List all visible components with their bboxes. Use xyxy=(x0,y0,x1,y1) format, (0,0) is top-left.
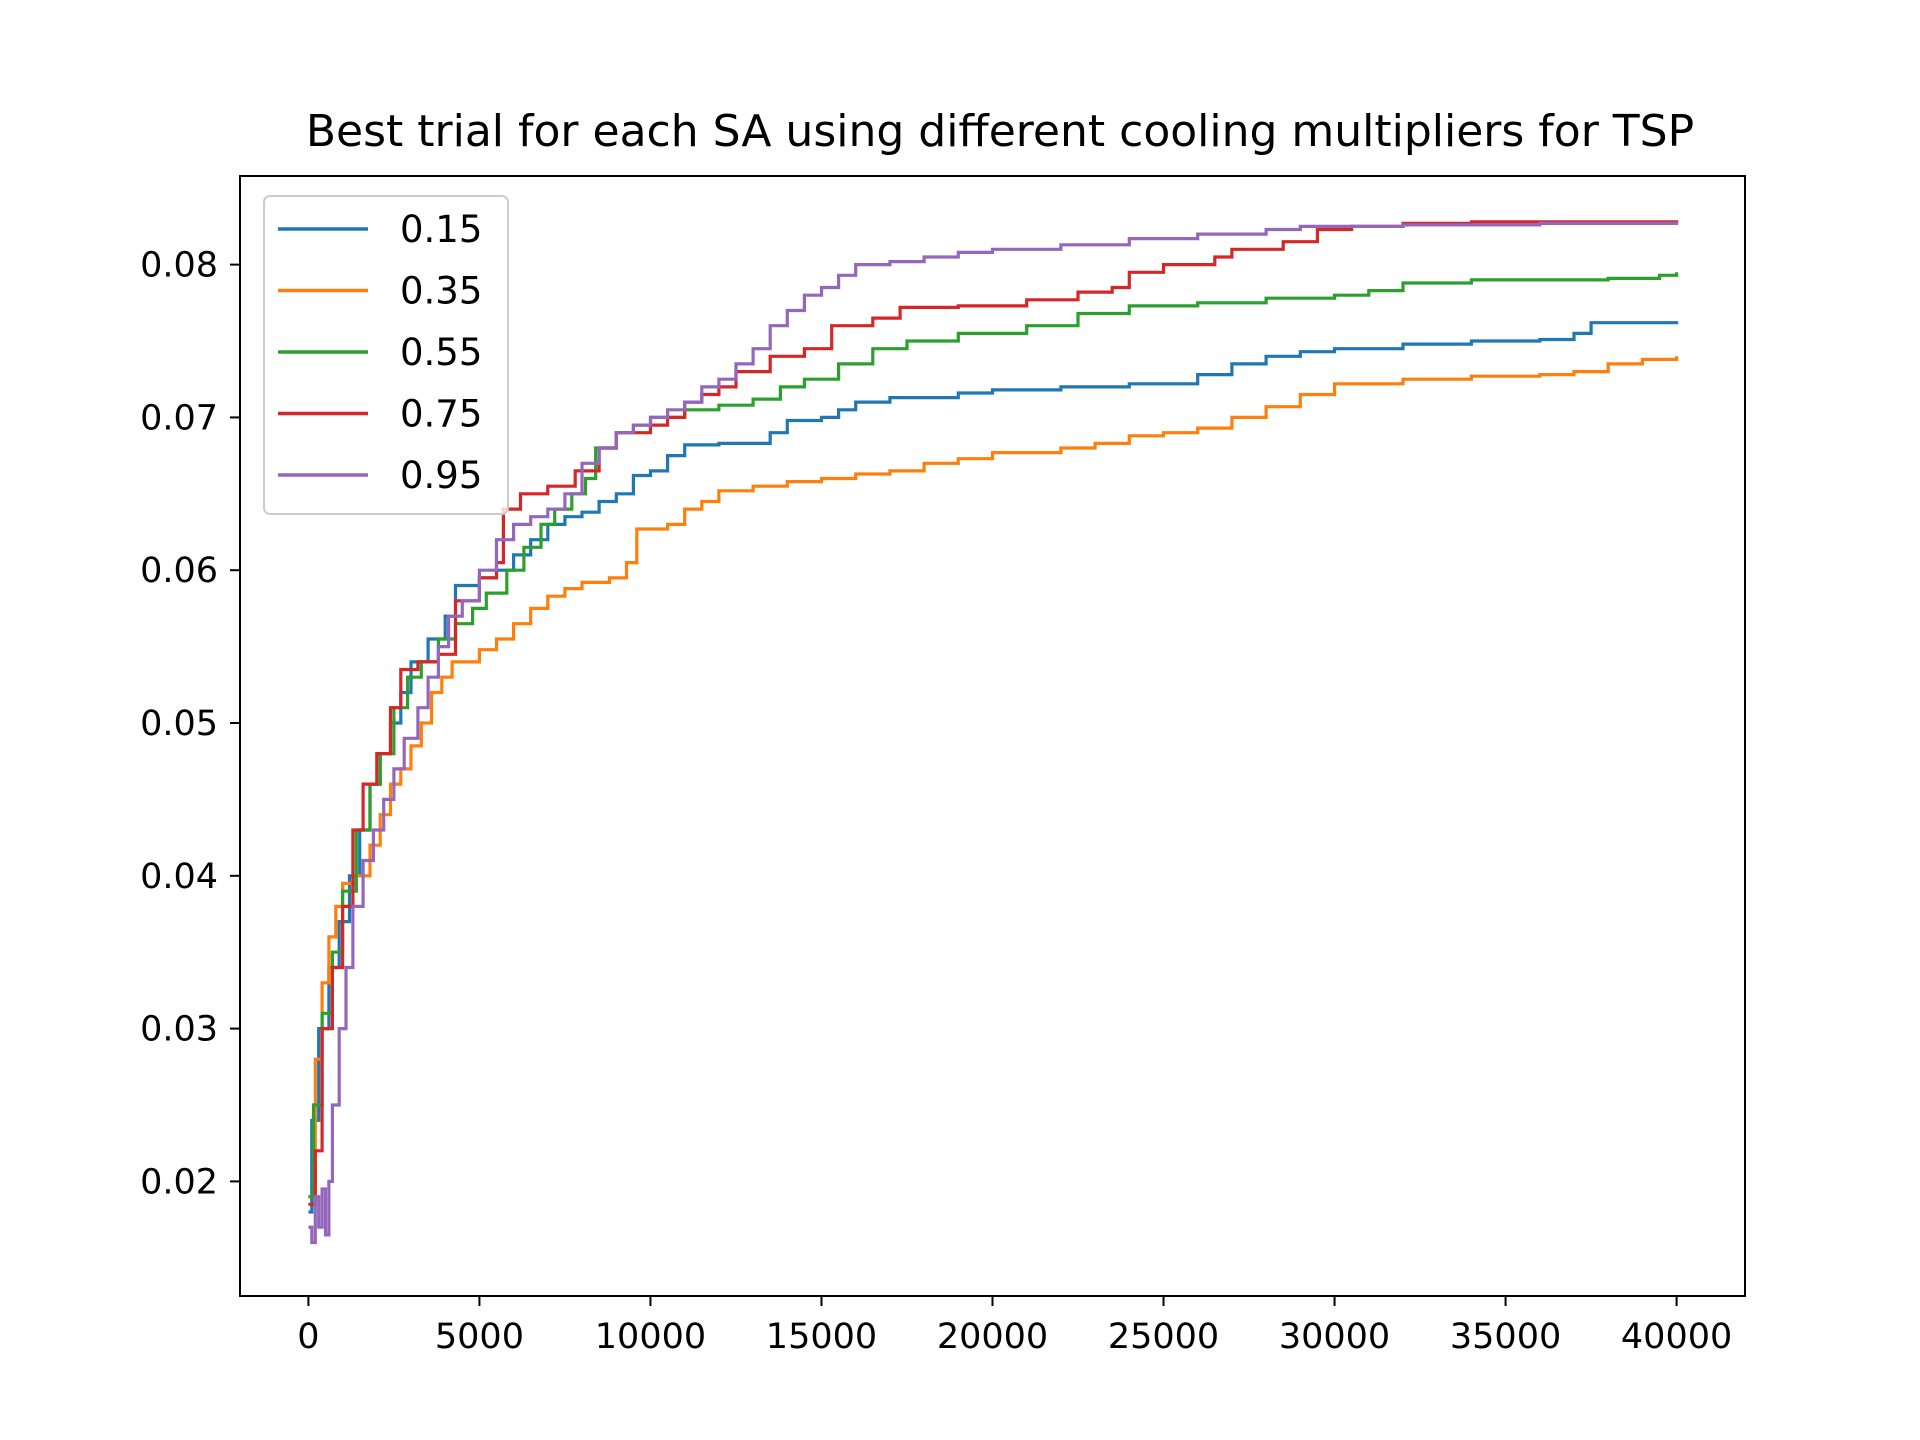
x-tick-label: 40000 xyxy=(1621,1317,1732,1357)
series-layer xyxy=(308,220,1679,1245)
legend: 0.15 0.35 0.55 0.75 0.95 xyxy=(263,195,509,515)
x-tick-label: 10000 xyxy=(595,1317,706,1357)
x-tick-label: 0 xyxy=(297,1317,319,1357)
y-tick-label: 0.02 xyxy=(140,1162,218,1202)
x-tick-label: 35000 xyxy=(1450,1317,1561,1357)
legend-label: 0.35 xyxy=(400,270,482,313)
x-tick-label: 5000 xyxy=(435,1317,524,1357)
legend-label: 0.55 xyxy=(400,331,482,374)
y-axis: 0.02 0.03 0.04 0.05 0.06 0.07 0.08 xyxy=(140,246,240,1202)
series-line-4 xyxy=(308,221,1679,1245)
legend-box xyxy=(263,195,509,515)
legend-label: 0.15 xyxy=(400,208,482,251)
x-tick-label: 15000 xyxy=(766,1317,877,1357)
y-tick-label: 0.04 xyxy=(140,857,218,897)
x-tick-label: 25000 xyxy=(1108,1317,1219,1357)
legend-label: 0.75 xyxy=(400,393,482,436)
x-tick-label: 20000 xyxy=(937,1317,1048,1357)
y-tick-label: 0.07 xyxy=(140,398,218,438)
x-tick-label: 30000 xyxy=(1279,1317,1390,1357)
x-axis: 0 5000 10000 15000 20000 25000 30000 35000 40000 xyxy=(297,1296,1732,1357)
series-line-3 xyxy=(308,220,1679,1206)
y-tick-label: 0.06 xyxy=(140,551,218,591)
y-tick-label: 0.03 xyxy=(140,1010,218,1050)
legend-label: 0.95 xyxy=(400,454,482,497)
y-tick-label: 0.05 xyxy=(140,704,218,744)
y-tick-label: 0.08 xyxy=(140,246,218,286)
chart-title: Best trial for each SA using different c… xyxy=(306,106,1694,157)
series-line-1 xyxy=(308,356,1679,1199)
